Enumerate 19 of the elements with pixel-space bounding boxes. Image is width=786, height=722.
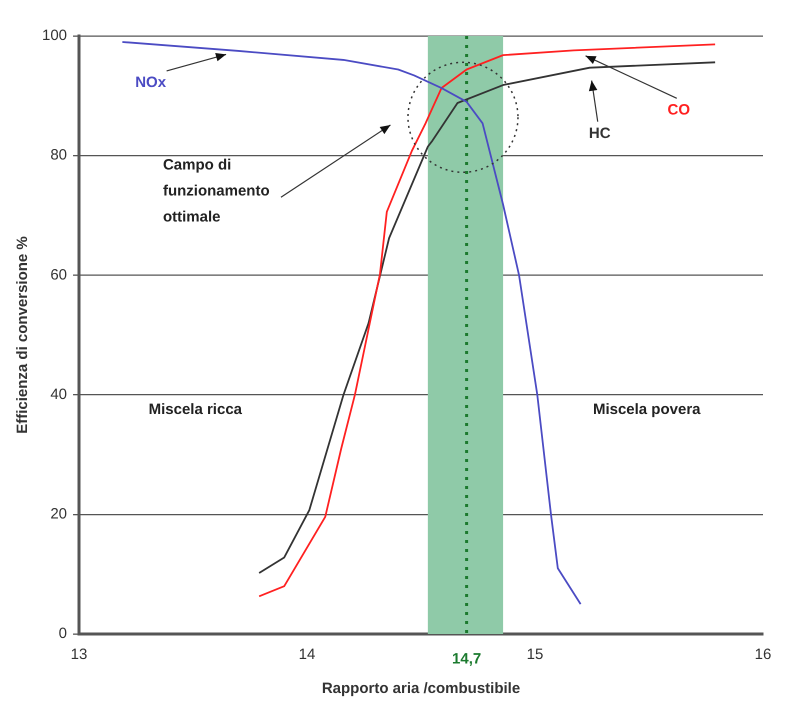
y-axis-title: Efficienza di conversione % bbox=[14, 236, 32, 434]
series-label: NOx bbox=[135, 74, 167, 92]
x-tick-label: 14 bbox=[298, 646, 316, 664]
x-axis-title: Rapporto aria /combustibile bbox=[322, 680, 520, 698]
x-tick-label: 15 bbox=[526, 646, 544, 664]
y-tick-label: 80 bbox=[50, 146, 68, 164]
y-tick-label: 60 bbox=[50, 266, 68, 284]
ref-line-label: 14,7 bbox=[452, 650, 482, 668]
y-tick-label: 100 bbox=[42, 27, 68, 44]
x-tick-label: 13 bbox=[70, 646, 88, 664]
y-tick-label: 0 bbox=[58, 625, 68, 642]
annotation: Miscela povera bbox=[592, 400, 702, 418]
y-tick-label: 40 bbox=[50, 386, 68, 403]
annotation: Campo di funzionamento ottimale bbox=[162, 156, 270, 226]
annotation: Miscela ricca bbox=[148, 400, 243, 418]
x-tick-label: 16 bbox=[754, 646, 772, 664]
text: HC bbox=[588, 124, 611, 142]
text: CO bbox=[668, 101, 690, 118]
y-tick-label: 20 bbox=[50, 506, 68, 523]
